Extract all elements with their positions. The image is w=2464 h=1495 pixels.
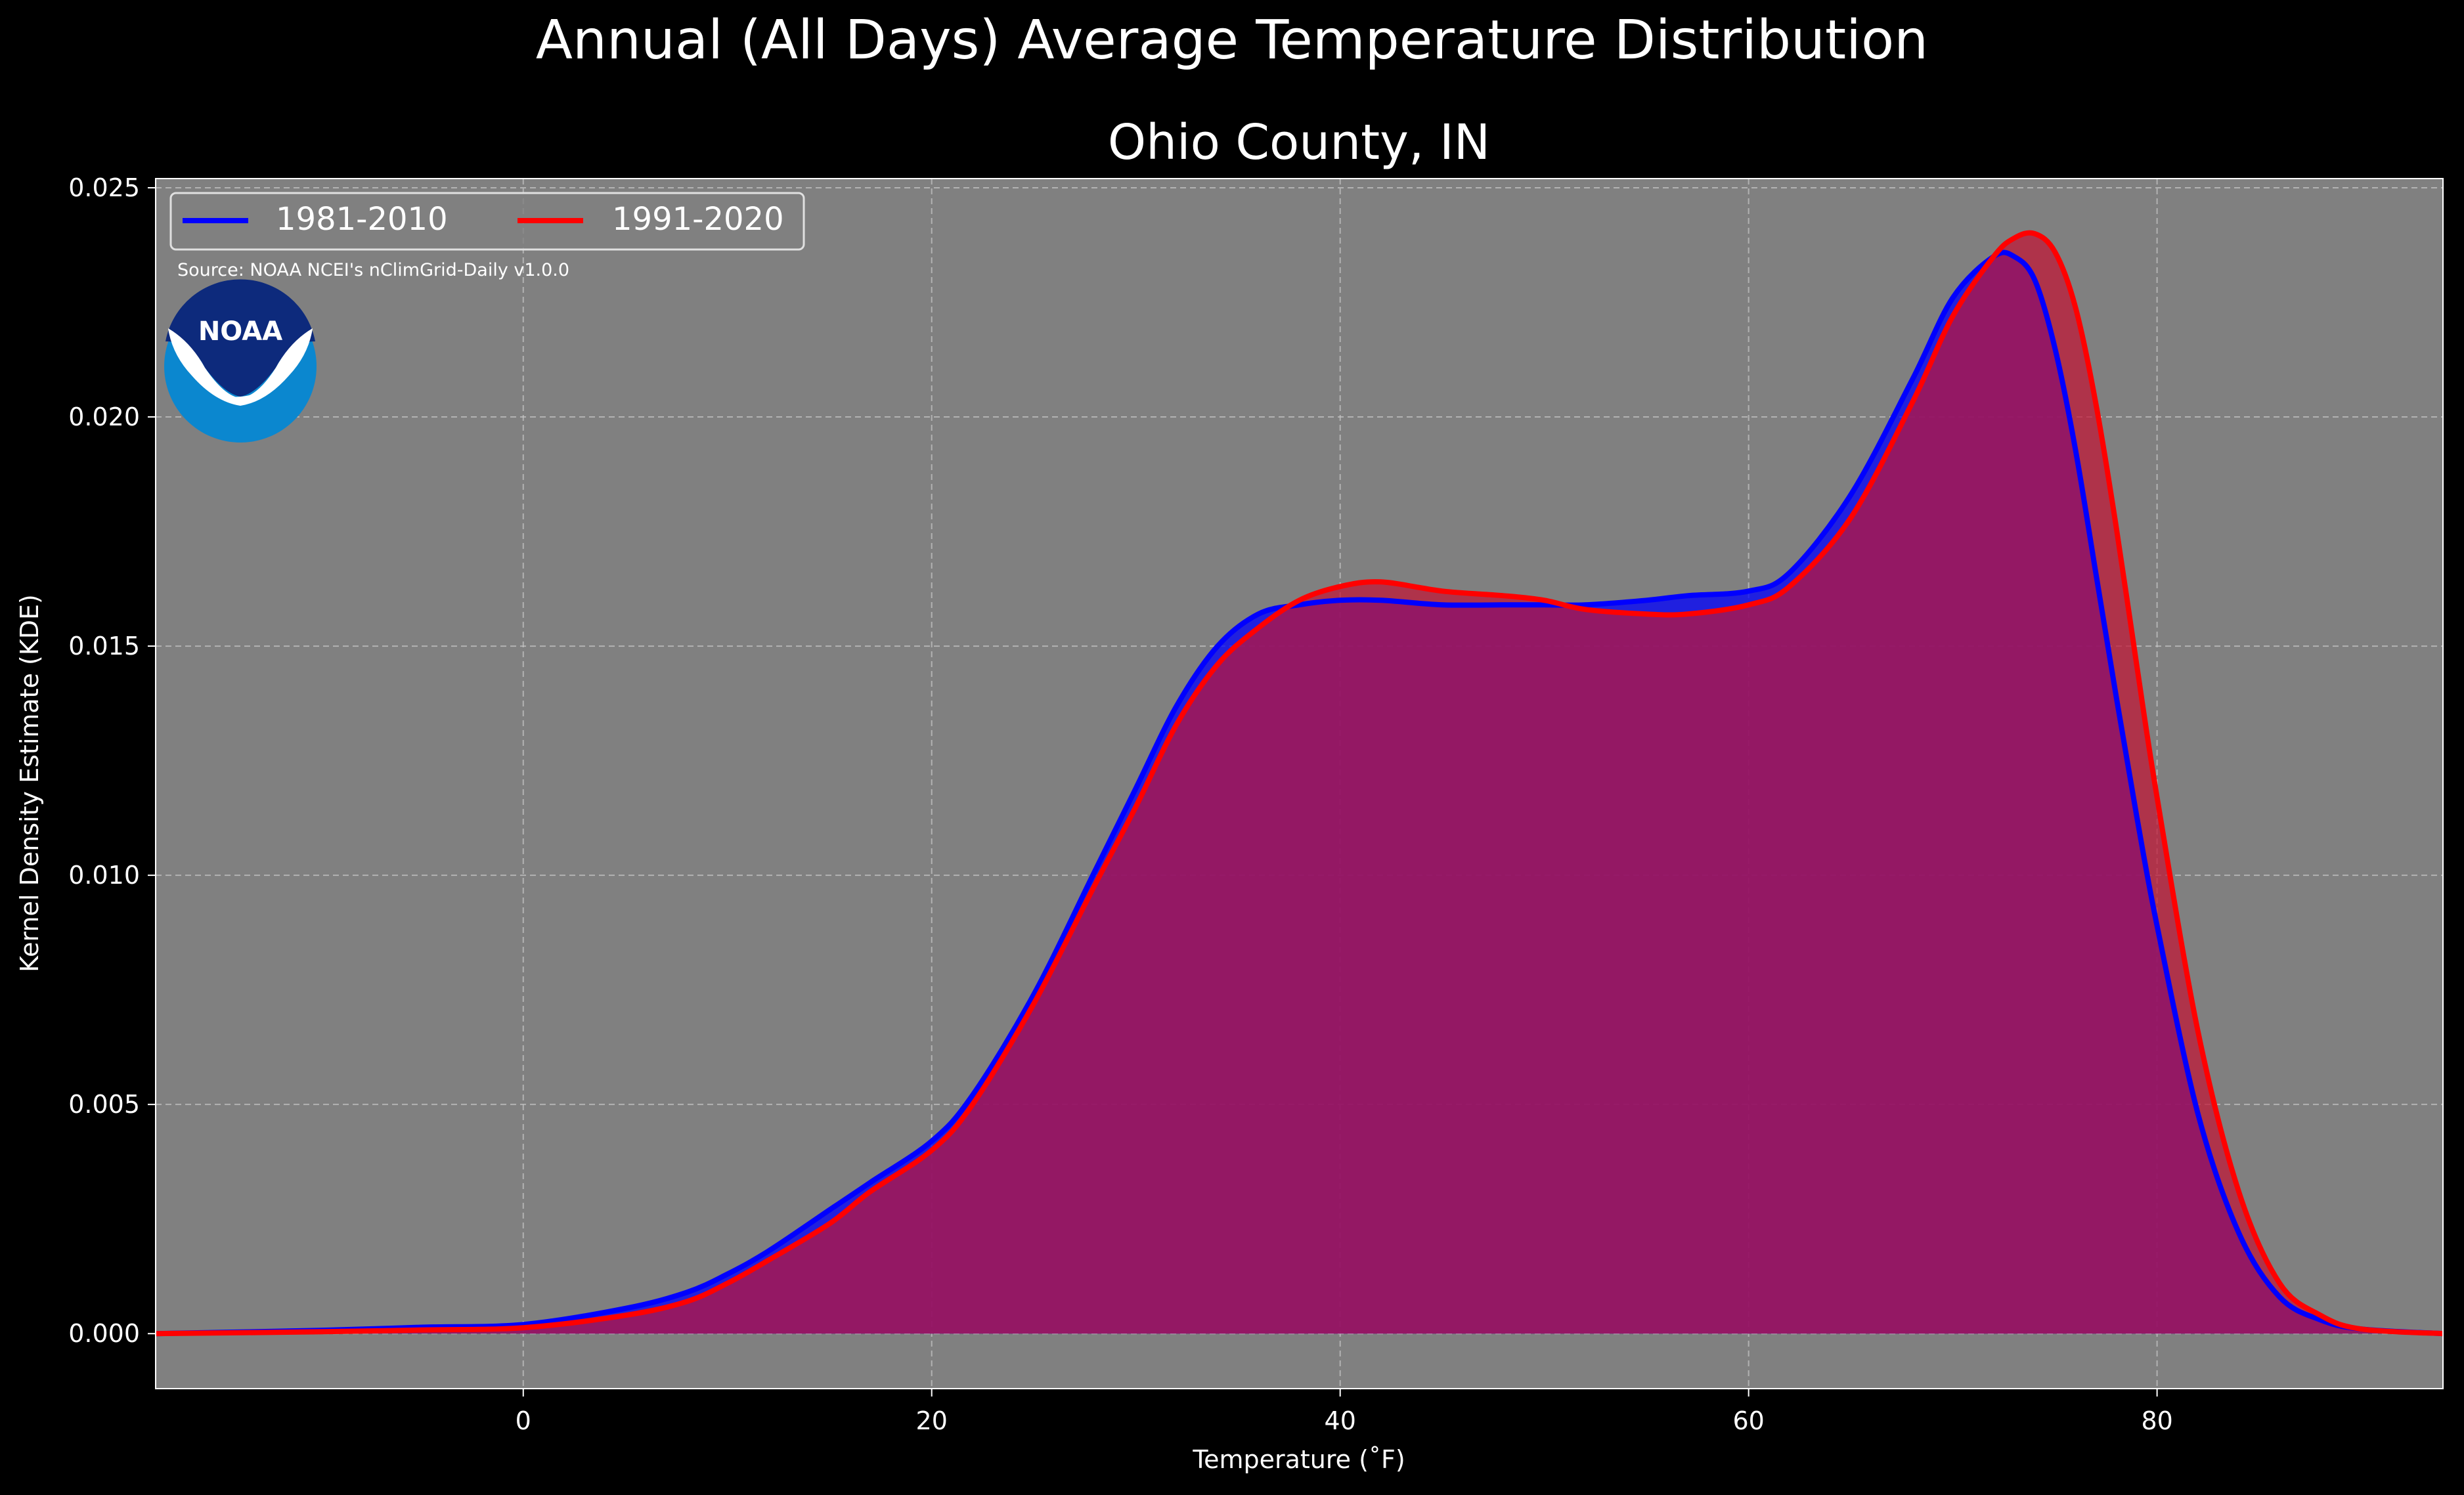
x-tick-label: 60 (1732, 1406, 1764, 1435)
source-annotation: Source: NOAA NCEI's nClimGrid-Daily v1.0… (177, 260, 569, 280)
y-tick-label: 0.000 (68, 1319, 140, 1348)
x-tick-label: 40 (1325, 1406, 1356, 1435)
x-tick-label: 80 (2141, 1406, 2172, 1435)
series-lines (155, 230, 2444, 1337)
y-tick-label: 0.025 (68, 173, 140, 202)
x-axis-label: Temperature (˚F) (1192, 1445, 1405, 1474)
area-1991-2020 (156, 232, 2443, 1334)
x-tick-label: 0 (516, 1406, 531, 1435)
legend: 1981-2010 1991-2020 (169, 192, 805, 251)
axes-frame (155, 178, 2444, 1389)
y-axis-label: Kernel Density Estimate (KDE) (15, 594, 44, 972)
noaa-logo-text: NOAA (198, 316, 282, 347)
y-tick-label: 0.005 (68, 1090, 140, 1119)
legend-label-1991-2020: 1991-2020 (612, 201, 784, 238)
y-tick-label: 0.020 (68, 402, 140, 431)
series-areas (156, 232, 2443, 1334)
y-tick-label: 0.015 (68, 632, 140, 661)
axes (155, 178, 2444, 1389)
noaa-logo: NOAA (164, 279, 317, 443)
chart-title: Ohio County, IN (1108, 114, 1490, 171)
line-1991-2020 (155, 230, 2444, 1337)
tick-labels: 0 20 40 60 80 0.000 0.005 0.010 0.015 0.020 0.025 (68, 173, 2173, 1435)
y-tick-label: 0.010 (68, 861, 140, 890)
figure-suptitle: Annual (All Days) Average Temperature Di… (535, 9, 1929, 72)
legend-box (169, 192, 805, 251)
x-tick-label: 20 (916, 1406, 948, 1435)
legend-label-1981-2010: 1981-2010 (276, 201, 448, 238)
